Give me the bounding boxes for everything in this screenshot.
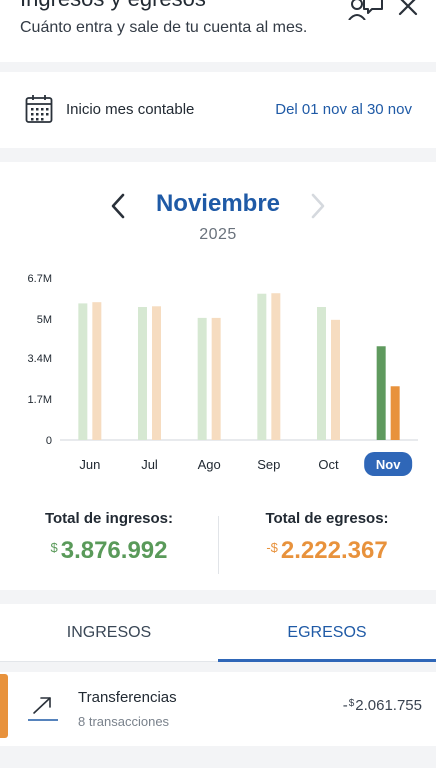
expense-currency: -$ [266, 540, 278, 555]
income-currency: $ [50, 540, 58, 555]
amount-sign: - [342, 697, 348, 714]
income-total-label: Total de ingresos: [44, 510, 174, 527]
year-label: 2025 [199, 226, 237, 243]
y-tick-label: 1.7M [28, 394, 52, 406]
x-tick-label: Jun [79, 457, 100, 472]
income-bar [197, 317, 207, 440]
divider [218, 516, 219, 574]
transaction-amount: -$2.061.755 [343, 697, 422, 714]
expense-accent-bar [0, 674, 8, 738]
y-tick-label: 6.7M [28, 273, 52, 285]
month-navigator: Noviembre [0, 190, 436, 222]
expense-bar [331, 319, 340, 440]
transaction-category-name: Transferencias [78, 689, 177, 706]
chat-support-icon[interactable] [348, 0, 384, 20]
expense-bar [390, 386, 400, 440]
expense-bar [152, 306, 161, 440]
x-tick-label: Jul [141, 457, 158, 472]
x-tick-label: Oct [318, 457, 339, 472]
income-bar [78, 303, 88, 440]
expense-bar [211, 317, 221, 440]
x-tick-label: Sep [257, 457, 280, 472]
income-bar [257, 293, 267, 440]
y-tick-label: 5M [37, 314, 52, 326]
active-tab-indicator [218, 659, 436, 662]
accounting-period-row[interactable]: Inicio mes contable Del 01 nov al 30 nov [0, 72, 436, 148]
month-label: Noviembre [155, 190, 281, 217]
header: Ingresos y egresos Cuánto entra y sale d… [0, 0, 436, 62]
expense-bar [92, 302, 102, 440]
expense-bar [271, 293, 281, 440]
tab-ingresos[interactable]: INGRESOS [66, 624, 152, 641]
page-title: Ingresos y egresos [20, 0, 206, 12]
income-bar [376, 346, 386, 440]
income-total-value: 3.876.992 [60, 537, 168, 564]
amount-currency: $ [348, 698, 355, 709]
chevron-right-icon [311, 193, 325, 219]
x-tick-label: Nov [376, 457, 401, 472]
monthly-summary-card: Noviembre 2025 0 1.7M 3.4M 5M 6.7M Jun Jul Ago S… [0, 162, 436, 590]
tab-bar: INGRESOS EGRESOS [0, 604, 436, 662]
calendar-icon [25, 95, 53, 123]
expense-total-value: 2.222.367 [280, 537, 388, 564]
x-tick-label: Ago [198, 457, 221, 472]
close-icon[interactable] [397, 0, 419, 16]
income-bar [317, 307, 326, 440]
transaction-count: 8 transacciones [78, 714, 170, 729]
y-tick-label: 0 [46, 435, 52, 447]
totals-panel: Total de ingresos: $3.876.992 Total de e… [0, 510, 436, 580]
expense-total: Total de egresos: -$ 2.222.367 [218, 510, 436, 565]
list-item[interactable]: Transferencias 8 transacciones -$2.061.7… [0, 672, 436, 746]
amount-value: 2.061.755 [355, 697, 422, 714]
y-tick-label: 3.4M [28, 353, 52, 365]
period-label: Inicio mes contable [66, 101, 195, 118]
income-expense-bar-chart: 0 1.7M 3.4M 5M 6.7M Jun Jul Ago Sep Oct Nov [28, 273, 418, 476]
trend-up-icon [28, 697, 58, 721]
period-range-link[interactable]: Del 01 nov al 30 nov [275, 101, 412, 118]
chevron-left-icon[interactable] [108, 192, 128, 220]
income-bar [138, 307, 147, 440]
tab-egresos[interactable]: EGRESOS [287, 624, 367, 641]
expense-total-label: Total de egresos: [265, 510, 389, 527]
page-subtitle: Cuánto entra y sale de tu cuenta al mes. [20, 19, 308, 36]
selected-month-pill [364, 452, 413, 476]
income-total: Total de ingresos: $3.876.992 [0, 510, 218, 565]
